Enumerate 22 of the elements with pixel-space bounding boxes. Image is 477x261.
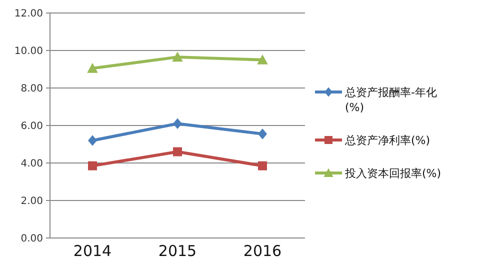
x-tick-label: 2015 xyxy=(158,242,197,260)
y-tick-label: 6.00 xyxy=(20,121,43,132)
y-tick-label: 2.00 xyxy=(20,196,43,207)
legend-label: 投入资本回报率(%) xyxy=(344,166,442,180)
y-tick-label: 8.00 xyxy=(20,84,43,94)
point xyxy=(172,52,183,62)
x-tick-label: 2014 xyxy=(73,242,112,260)
y-tick-label: 10.00 xyxy=(14,46,43,57)
point xyxy=(87,62,98,73)
legend-label: 总资产报酬率-年化(%) xyxy=(344,86,437,114)
point xyxy=(258,128,267,140)
point xyxy=(173,147,182,156)
y-tick-label: 4.00 xyxy=(20,158,43,170)
y-tick-label: 0.00 xyxy=(20,234,43,244)
point xyxy=(173,118,182,130)
legend-label: 总资产净利率(%) xyxy=(344,134,430,147)
point xyxy=(258,161,267,170)
y-tick-label: 12.00 xyxy=(14,8,43,20)
x-tick-label: 2016 xyxy=(243,242,282,260)
point xyxy=(88,135,97,146)
point xyxy=(257,54,268,64)
point xyxy=(88,161,97,170)
